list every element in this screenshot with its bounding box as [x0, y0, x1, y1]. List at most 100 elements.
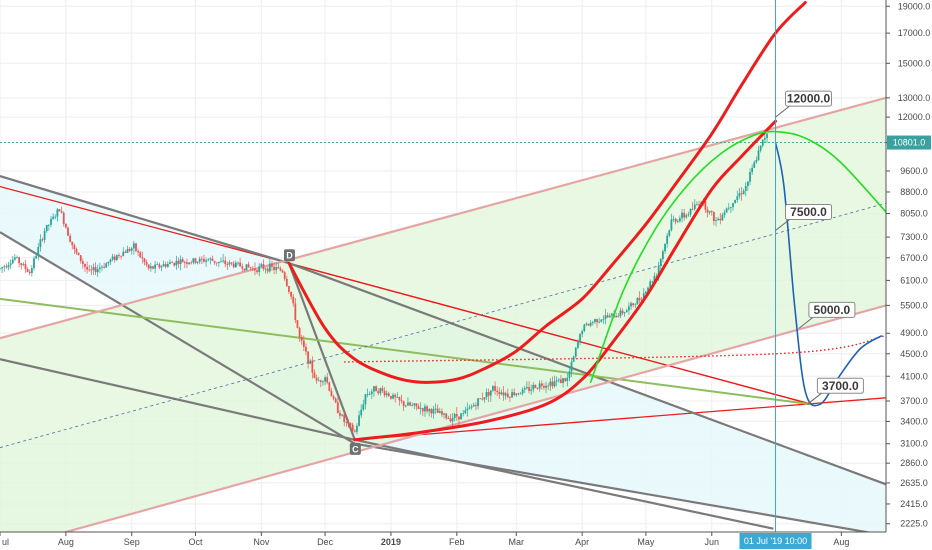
candle-body: [732, 203, 734, 208]
candle-body: [617, 315, 620, 317]
candle-body: [364, 394, 367, 405]
candle-body: [475, 405, 477, 407]
candle-body: [472, 405, 475, 407]
candle-body: [158, 264, 161, 268]
parabola-curve: [589, 130, 887, 383]
price-projection-curve: [774, 142, 883, 407]
candle-body: [268, 263, 271, 272]
candle-body: [462, 413, 465, 414]
candle-body: [166, 263, 169, 267]
candle-body: [0, 268, 1, 270]
candle-body: [698, 204, 700, 206]
candle-body: [746, 181, 749, 186]
candle-body: [209, 258, 212, 260]
candle-body: [598, 321, 601, 323]
candle-body: [307, 351, 309, 364]
candle-body: [249, 267, 252, 269]
candle-body: [651, 281, 654, 283]
candle-body: [721, 214, 724, 221]
candle-body: [689, 208, 692, 215]
candle-body: [517, 393, 520, 395]
y-tick-label: 2635.0: [900, 478, 928, 488]
candle-body: [366, 394, 369, 395]
candle-body: [487, 392, 490, 396]
candle-body: [341, 414, 343, 416]
candle-body: [137, 251, 140, 253]
candle-body: [264, 268, 267, 270]
channel-upper-line: [0, 96, 887, 340]
candle-body: [562, 378, 564, 384]
candle-body: [766, 133, 768, 139]
candle-body: [73, 245, 76, 250]
candle-body: [315, 377, 318, 381]
candle-body: [64, 223, 67, 228]
candle-body: [205, 260, 207, 262]
candle-body: [103, 266, 106, 268]
candle-body: [198, 258, 201, 262]
candle-body: [309, 360, 312, 364]
candle-body: [585, 323, 588, 325]
candle-body: [710, 211, 713, 213]
candle-body: [194, 258, 197, 263]
candle-body: [577, 342, 579, 348]
candle-body: [190, 262, 193, 264]
candle-body: [294, 303, 297, 321]
candle-body: [683, 212, 686, 218]
candle-body: [334, 398, 337, 403]
candle-body: [311, 360, 314, 373]
y-tick-label: 3700.0: [900, 396, 928, 406]
y-tick-label: 12000.0: [898, 112, 931, 122]
candle-body: [674, 218, 677, 222]
candle-body: [383, 390, 386, 396]
trendline: [288, 262, 812, 405]
candle-body: [625, 310, 628, 313]
x-tick-label: May: [637, 537, 655, 547]
candle-body: [604, 315, 607, 320]
candle-body: [385, 393, 388, 396]
candle-body: [621, 310, 624, 314]
candle-body: [326, 377, 329, 383]
candle-body: [549, 381, 552, 386]
candle-body: [262, 264, 265, 270]
candle-body: [281, 270, 284, 273]
candle-body: [224, 260, 227, 265]
candle-body: [447, 418, 450, 420]
candle-body: [687, 214, 690, 216]
candle-body: [761, 139, 764, 146]
candle-body: [373, 386, 375, 392]
candle-body: [738, 193, 741, 197]
candle-body: [360, 409, 363, 416]
current-price-label: 10801.0: [893, 138, 926, 148]
candle-body: [28, 271, 31, 274]
candle-body: [636, 297, 639, 305]
candle-body: [404, 405, 407, 407]
candle-body: [181, 259, 184, 263]
candle-body: [557, 379, 560, 381]
candle-body: [596, 319, 598, 323]
y-tick-label: 2225.0: [900, 519, 928, 529]
candle-body: [152, 266, 154, 269]
candle-body: [453, 414, 456, 419]
candle-body: [113, 256, 116, 260]
candle-body: [606, 315, 609, 318]
candle-body: [436, 408, 439, 413]
candle-body: [239, 262, 241, 267]
candle-body: [266, 268, 269, 272]
candle-body: [668, 230, 671, 236]
candle-body: [232, 263, 235, 268]
candle-body: [1, 267, 4, 269]
y-tick-label: 4100.0: [900, 371, 928, 381]
candle-body: [647, 287, 649, 292]
candle-body: [41, 239, 44, 241]
candle-body: [662, 251, 664, 260]
candle-body: [466, 408, 469, 411]
candle-body: [332, 396, 335, 399]
candle-body: [396, 396, 399, 398]
candle-body: [734, 199, 737, 204]
candle-body: [145, 262, 148, 265]
callout-leader: [807, 392, 822, 405]
candle-body: [657, 265, 660, 276]
candle-body: [426, 406, 428, 412]
